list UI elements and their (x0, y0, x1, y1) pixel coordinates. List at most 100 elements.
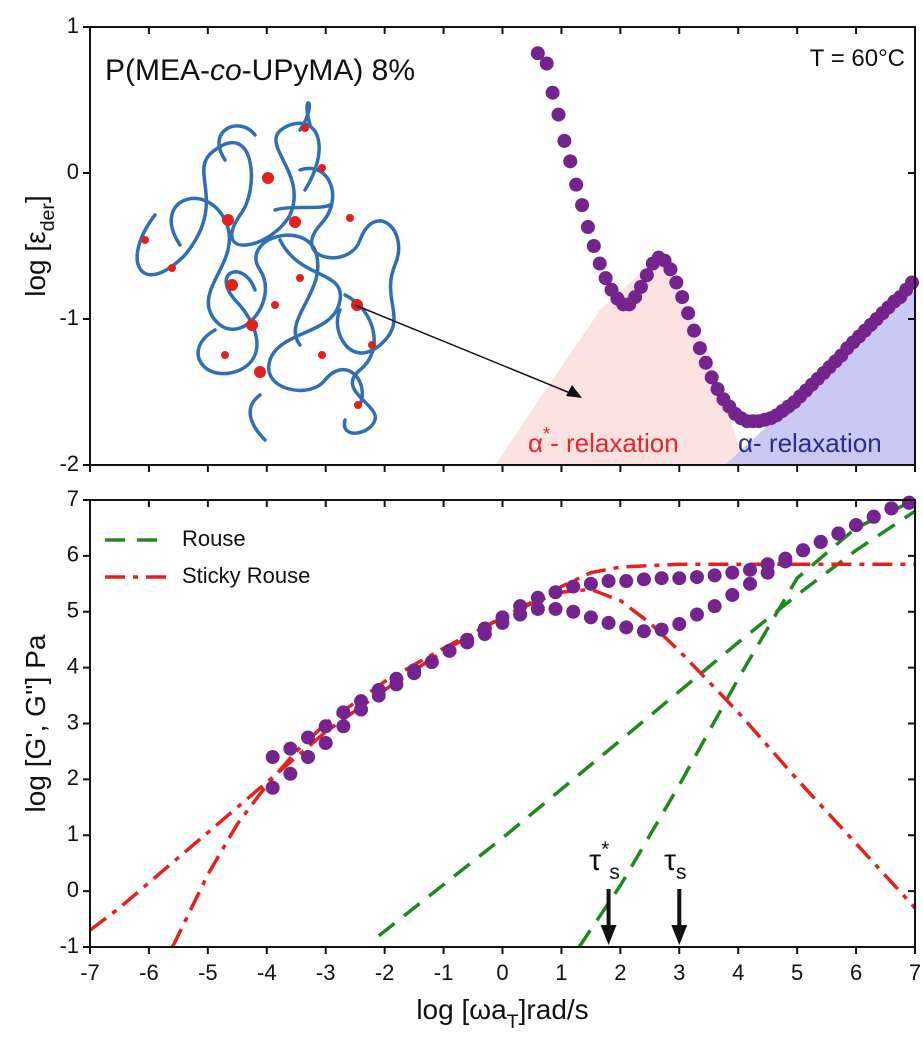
chart-title-part: P(MEA- (105, 54, 210, 87)
model-curve (377, 509, 915, 938)
data-point (669, 275, 684, 290)
annotation: T = 60°C (810, 45, 905, 72)
data-point (601, 574, 616, 589)
data-point (424, 655, 439, 670)
y-tick-label: 6 (67, 542, 79, 567)
data-point (530, 46, 545, 61)
chart-title: P(MEA-co-UPyMA) 8% (105, 54, 415, 87)
sticky-groups (141, 124, 376, 409)
chart-title-part: co (210, 54, 242, 87)
data-point (675, 290, 690, 305)
data-point (831, 526, 846, 541)
x-tick-label: 6 (850, 960, 862, 985)
data-point (265, 780, 280, 795)
annotation: α*- relaxation (528, 424, 679, 458)
data-point (569, 177, 584, 192)
y-axis-label-part: ] (20, 195, 51, 203)
data-point (707, 568, 722, 583)
arrow-label-part: τ (589, 844, 601, 877)
data-point (566, 604, 581, 619)
x-tick-label: 0 (496, 960, 508, 985)
arrow-label: τ*s (589, 838, 620, 884)
pointer-arrowhead (566, 385, 582, 398)
data-point (778, 551, 793, 566)
data-point (551, 107, 566, 122)
x-tick-label: 7 (909, 960, 921, 985)
data-point (743, 576, 757, 591)
data-point (636, 572, 651, 587)
data-point (545, 85, 560, 100)
data-point (707, 599, 722, 614)
arrow-label-part: s (609, 861, 620, 884)
data-point (513, 599, 528, 614)
data-point (849, 518, 864, 533)
data-point (654, 571, 669, 586)
data-point (586, 239, 601, 253)
data-point (672, 617, 687, 632)
arrow-head (671, 925, 688, 945)
data-point (301, 730, 316, 745)
data-point (710, 382, 725, 397)
data-point (575, 198, 590, 213)
data-point (539, 56, 554, 71)
data-point (548, 601, 563, 616)
annotation: α- relaxation (738, 428, 882, 458)
x-axis-label-part: T (507, 1011, 519, 1033)
data-point (687, 323, 702, 338)
y-axis-label-part: log [G', G''] Pa (20, 634, 51, 812)
annotation-part: T = 60°C (810, 45, 905, 72)
annotation-part: α (528, 428, 543, 458)
data-point (283, 766, 298, 781)
x-tick-label: -3 (316, 960, 336, 985)
data-point (760, 557, 775, 572)
data-point (583, 610, 598, 625)
annotation-part: * (543, 424, 550, 444)
data-point (601, 615, 616, 630)
arrow-label: τs (664, 844, 686, 884)
x-axis-label-part: ]rad/s (519, 994, 589, 1025)
annotation-part: - relaxation (550, 428, 679, 458)
arrow-label-part: * (601, 838, 609, 861)
legend-label: Sticky Rouse (182, 563, 310, 588)
data-point (530, 601, 545, 616)
x-tick-label: 1 (555, 960, 567, 985)
data-point (884, 501, 899, 516)
data-point (407, 666, 422, 681)
y-tick-label: 0 (67, 159, 79, 184)
data-point (633, 279, 648, 294)
data-point (654, 622, 669, 637)
data-point (265, 750, 280, 765)
y-tick-label: 5 (67, 598, 79, 623)
x-tick-label: -2 (375, 960, 395, 985)
data-point (598, 271, 613, 286)
data-point (639, 268, 654, 283)
data-point (557, 133, 572, 148)
data-point (698, 355, 713, 370)
data-point (566, 579, 581, 594)
data-point (389, 677, 404, 692)
data-point (354, 702, 369, 717)
data-point (628, 290, 643, 305)
data-point (336, 719, 351, 734)
y-tick-label: 4 (67, 653, 79, 678)
x-tick-label: 5 (791, 960, 803, 985)
model-curve (170, 562, 915, 947)
data-point (689, 570, 704, 585)
y-tick-label: 3 (67, 709, 79, 734)
model-curve (90, 587, 915, 932)
data-point (460, 632, 475, 647)
x-tick-label: 2 (614, 960, 626, 985)
y-tick-label: 2 (67, 765, 79, 790)
pointer-arrow (354, 304, 576, 396)
model-curve (577, 500, 915, 947)
data-point (477, 621, 492, 636)
arrow-label-part: s (676, 861, 687, 884)
data-point (704, 370, 719, 385)
chart-title-part: -UPyMA) 8% (242, 54, 415, 87)
data-point (619, 574, 634, 589)
data-point (681, 306, 696, 321)
data-point (796, 543, 811, 558)
data-point (283, 741, 298, 756)
arrow-label-part: τ (664, 844, 676, 877)
